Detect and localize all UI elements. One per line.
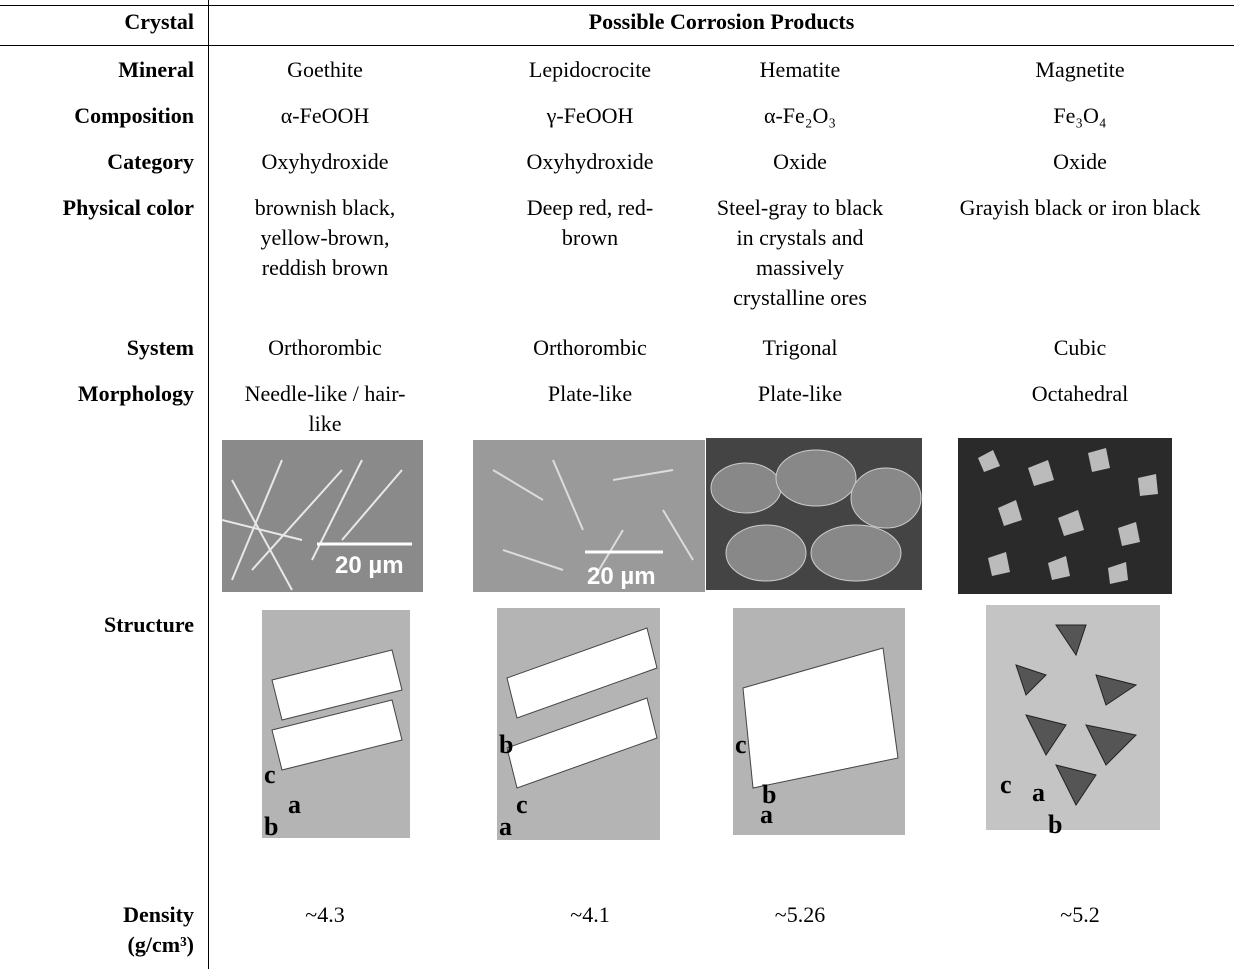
cell: Goethite [215,55,435,85]
scale-bar-label: 20 µm [335,552,404,580]
structure-diagram [262,610,410,838]
cell: ~4.3 [215,900,435,930]
cell: brownish black, yellow-brown, reddish br… [238,193,413,283]
row-label: Category [107,147,194,177]
row-label: Density (g/cm³) [74,900,194,960]
cell: Orthorombic [215,333,435,363]
row-label: Composition [74,101,194,131]
header-rule [0,45,1234,46]
micrograph [958,438,1172,594]
header-cell: Possible Corrosion Products [209,7,1234,37]
cell: Magnetite [950,55,1210,85]
header-cell: Crystal [124,7,194,37]
axis-label: c [516,790,528,820]
axis-label: b [264,812,278,842]
cell: Trigonal [690,333,910,363]
cell: Steel-gray to black in crystals and mass… [710,193,890,313]
cell: Octahedral [950,379,1210,409]
row-label: Physical color [63,193,194,223]
axis-label: a [760,800,773,830]
cell: γ-FeOOH [480,101,700,131]
cell: α-Fe₂O₃ [690,101,910,131]
cell: Lepidocrocite [480,55,700,85]
axis-label: b [499,730,513,760]
cell: Plate-like [690,379,910,409]
axis-label: c [735,730,747,760]
cell: ~5.2 [950,900,1210,930]
cell: Deep red, red-brown [508,193,673,253]
cell: Orthorombic [480,333,700,363]
row-label: System [127,333,194,363]
cell: Plate-like [480,379,700,409]
row-label: Structure [104,610,194,640]
structure-diagram [986,605,1160,830]
cell: Cubic [950,333,1210,363]
cell: Grayish black or iron black [958,193,1203,223]
cell: Oxide [690,147,910,177]
cell: Fe₃O₄ [950,101,1210,131]
cell: Oxyhydroxide [215,147,435,177]
cell: Oxide [950,147,1210,177]
axis-label: c [264,760,276,790]
axis-label: c [1000,770,1012,800]
top-rule [0,5,1234,6]
row-label: Mineral [118,55,194,85]
axis-label: a [499,812,512,842]
structure-diagram [733,608,905,835]
column-divider [208,0,209,969]
axis-label: a [1032,778,1045,808]
cell: ~4.1 [480,900,700,930]
row-label: Morphology [78,379,194,409]
cell: Hematite [690,55,910,85]
axis-label: a [288,790,301,820]
scale-bar-label: 20 µm [587,563,656,591]
cell: Oxyhydroxide [480,147,700,177]
axis-label: b [1048,810,1062,840]
page: Crystal Possible Corrosion Products 20 µ… [0,0,1234,969]
cell: Needle-like / hair-like [240,379,410,439]
micrograph [706,438,922,590]
cell: α-FeOOH [215,101,435,131]
cell: ~5.26 [690,900,910,930]
